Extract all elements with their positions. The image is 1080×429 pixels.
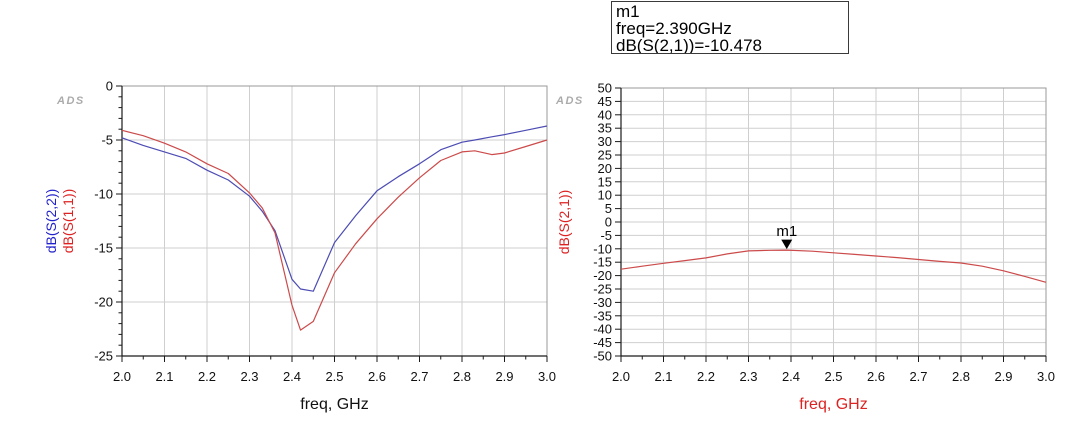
svg-text:45: 45 [598, 94, 612, 109]
svg-text:35: 35 [598, 121, 612, 136]
svg-text:-10: -10 [593, 241, 612, 256]
ads-watermark: ADS [555, 95, 584, 107]
svg-text:0: 0 [605, 215, 612, 230]
s11-trace [121, 129, 548, 331]
svg-text:-5: -5 [101, 133, 113, 148]
marker-readout-freq: freq=2.390GHz [616, 19, 732, 38]
tick-labels: 2.0 2.1 2.2 2.3 2.4 2.5 2.6 2.7 2.8 2.9 3.0-50-45-… [593, 81, 1055, 385]
svg-text:10: 10 [598, 188, 612, 203]
svg-text:2.3: 2.3 [240, 369, 258, 384]
svg-text:-45: -45 [593, 335, 612, 350]
svg-text:50: 50 [598, 81, 612, 96]
marker-readout-name: m1 [616, 2, 640, 21]
svg-text:2.1: 2.1 [654, 369, 672, 384]
s21-trace [620, 249, 1047, 283]
ads-watermark: ADS [56, 95, 85, 107]
svg-text:2.7: 2.7 [410, 369, 428, 384]
svg-text:-15: -15 [593, 255, 612, 270]
grid-lines [122, 86, 547, 356]
y-axis-title: dB(S(2,1)) [556, 190, 572, 255]
svg-text:25: 25 [598, 148, 612, 163]
svg-text:15: 15 [598, 174, 612, 189]
marker-m1[interactable]: m1 [776, 223, 797, 250]
svg-text:-5: -5 [600, 228, 612, 243]
svg-text:0: 0 [106, 79, 113, 94]
y-axis-title: dB(S(1,1)) [60, 189, 76, 254]
svg-text:-30: -30 [593, 295, 612, 310]
marker-readout-box[interactable]: m1 freq=2.390GHz dB(S(2,1))=-10.478 [611, 1, 849, 54]
svg-text:-25: -25 [94, 349, 113, 364]
svg-text:-35: -35 [593, 308, 612, 323]
svg-text:2.8: 2.8 [453, 369, 471, 384]
svg-text:-10: -10 [94, 187, 113, 202]
svg-text:2.0: 2.0 [612, 369, 630, 384]
svg-text:2.4: 2.4 [782, 369, 800, 384]
svg-text:2.6: 2.6 [867, 369, 885, 384]
svg-text:2.2: 2.2 [697, 369, 715, 384]
svg-text:2.5: 2.5 [824, 369, 842, 384]
svg-text:-15: -15 [94, 241, 113, 256]
svg-text:-25: -25 [593, 282, 612, 297]
s22-trace [121, 125, 548, 292]
svg-text:2.9: 2.9 [495, 369, 513, 384]
svg-text:2.1: 2.1 [155, 369, 173, 384]
grid-lines [621, 88, 1046, 356]
tick-marks [615, 87, 1047, 362]
svg-text:2.8: 2.8 [952, 369, 970, 384]
svg-text:2.4: 2.4 [283, 369, 301, 384]
svg-text:2.5: 2.5 [325, 369, 343, 384]
y-axis-title: dB(S(2,2)) [43, 189, 59, 254]
svg-text:40: 40 [598, 107, 612, 122]
tick-labels: 2.0 2.1 2.2 2.3 2.4 2.5 2.6 2.7 2.8 2.9 3.0 -25 -20 -… [94, 79, 556, 385]
svg-text:2.9: 2.9 [994, 369, 1012, 384]
marker-readout-value: dB(S(2,1))=-10.478 [616, 36, 762, 54]
svg-text:3.0: 3.0 [1037, 369, 1055, 384]
x-axis-title: freq, GHz [300, 396, 368, 413]
svg-text:2.0: 2.0 [113, 369, 131, 384]
marker-label: m1 [776, 223, 797, 240]
svg-text:-20: -20 [94, 295, 113, 310]
svg-text:2.3: 2.3 [739, 369, 757, 384]
tick-marks [116, 85, 548, 362]
transmission-plot: 2.0 2.1 2.2 2.3 2.4 2.5 2.6 2.7 2.8 2.9 3.0-50-45-… [555, 81, 1055, 414]
svg-text:3.0: 3.0 [538, 369, 556, 384]
marker-triangle-icon[interactable] [781, 239, 793, 250]
svg-text:-20: -20 [593, 268, 612, 283]
reflection-plot: 2.0 2.1 2.2 2.3 2.4 2.5 2.6 2.7 2.8 2.9 3.0 -25 -20 -… [43, 79, 556, 414]
svg-text:-40: -40 [593, 322, 612, 337]
svg-text:30: 30 [598, 134, 612, 149]
svg-text:5: 5 [605, 201, 612, 216]
svg-text:2.7: 2.7 [909, 369, 927, 384]
svg-text:20: 20 [598, 161, 612, 176]
svg-text:2.6: 2.6 [368, 369, 386, 384]
x-axis-title: freq, GHz [799, 396, 867, 413]
svg-text:2.2: 2.2 [198, 369, 216, 384]
svg-text:-50: -50 [593, 349, 612, 364]
